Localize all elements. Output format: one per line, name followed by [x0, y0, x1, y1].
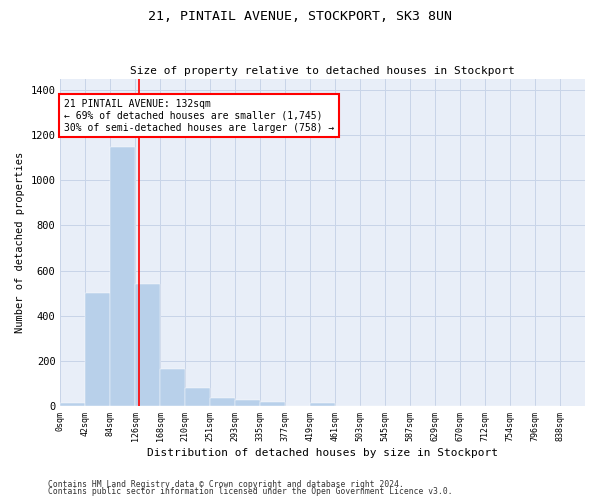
Bar — [110, 146, 136, 406]
Y-axis label: Number of detached properties: Number of detached properties — [15, 152, 25, 333]
Bar — [85, 293, 110, 406]
Bar — [310, 402, 335, 406]
Text: Contains HM Land Registry data © Crown copyright and database right 2024.: Contains HM Land Registry data © Crown c… — [48, 480, 404, 489]
Bar — [260, 402, 285, 406]
Text: 21 PINTAIL AVENUE: 132sqm
← 69% of detached houses are smaller (1,745)
30% of se: 21 PINTAIL AVENUE: 132sqm ← 69% of detac… — [64, 100, 334, 132]
Bar — [235, 400, 260, 406]
Bar — [160, 368, 185, 406]
Bar — [61, 404, 85, 406]
X-axis label: Distribution of detached houses by size in Stockport: Distribution of detached houses by size … — [147, 448, 498, 458]
Title: Size of property relative to detached houses in Stockport: Size of property relative to detached ho… — [130, 66, 515, 76]
Text: 21, PINTAIL AVENUE, STOCKPORT, SK3 8UN: 21, PINTAIL AVENUE, STOCKPORT, SK3 8UN — [148, 10, 452, 23]
Bar — [210, 398, 235, 406]
Text: Contains public sector information licensed under the Open Government Licence v3: Contains public sector information licen… — [48, 488, 452, 496]
Bar — [136, 284, 160, 406]
Bar — [185, 388, 210, 406]
